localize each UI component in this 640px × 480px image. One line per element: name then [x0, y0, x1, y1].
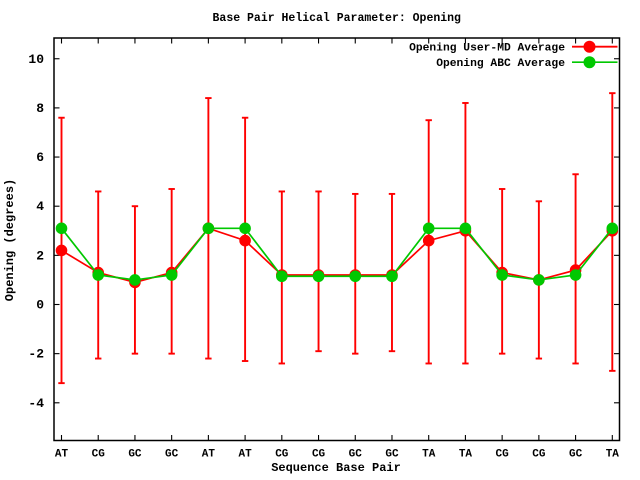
- svg-text:2: 2: [36, 248, 44, 263]
- svg-text:AT: AT: [55, 449, 69, 461]
- svg-text:CG: CG: [312, 449, 326, 461]
- svg-text:-2: -2: [28, 347, 44, 362]
- svg-text:-4: -4: [28, 396, 44, 411]
- svg-text:8: 8: [36, 101, 44, 116]
- svg-text:GC: GC: [569, 449, 583, 461]
- svg-text:AT: AT: [238, 449, 252, 461]
- svg-text:CG: CG: [496, 449, 510, 461]
- svg-text:Sequence Base Pair: Sequence Base Pair: [271, 461, 401, 475]
- svg-text:TA: TA: [422, 449, 436, 461]
- svg-text:Opening (degrees): Opening (degrees): [3, 179, 17, 301]
- svg-text:GC: GC: [128, 449, 142, 461]
- svg-text:CG: CG: [92, 449, 106, 461]
- svg-text:GC: GC: [165, 449, 179, 461]
- svg-text:Base Pair Helical Parameter: O: Base Pair Helical Parameter: Opening: [213, 12, 462, 25]
- svg-text:GC: GC: [349, 449, 363, 461]
- svg-text:10: 10: [28, 52, 44, 67]
- svg-text:Opening User-MD Average: Opening User-MD Average: [409, 43, 565, 55]
- svg-text:4: 4: [36, 199, 44, 214]
- svg-text:6: 6: [36, 150, 44, 165]
- svg-text:GC: GC: [385, 449, 399, 461]
- svg-text:CG: CG: [532, 449, 546, 461]
- svg-text:CG: CG: [275, 449, 289, 461]
- svg-text:TA: TA: [606, 449, 620, 461]
- svg-text:AT: AT: [202, 449, 216, 461]
- svg-text:Opening ABC Average: Opening ABC Average: [436, 58, 565, 70]
- svg-text:0: 0: [36, 298, 44, 313]
- svg-text:TA: TA: [459, 449, 473, 461]
